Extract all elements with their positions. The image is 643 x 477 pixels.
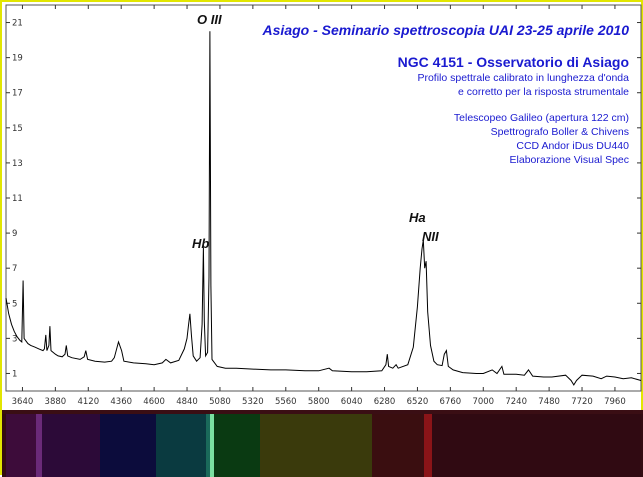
y-tick-label: 17 — [12, 89, 23, 99]
y-tick-label: 13 — [12, 159, 23, 169]
x-tick-label: 5080 — [209, 397, 231, 407]
y-tick-label: 15 — [12, 124, 23, 134]
x-tick-label: 7480 — [538, 397, 560, 407]
y-tick-label: 5 — [12, 299, 17, 309]
description-line: Profilo spettrale calibrato in lunghezza… — [417, 72, 629, 84]
x-tick-label: 3880 — [45, 397, 67, 407]
x-tick-label: 4360 — [110, 397, 132, 407]
description-line: e corretto per la risposta strumentale — [458, 86, 629, 98]
x-tick-label: 5800 — [308, 397, 330, 407]
spec-ccd: CCD Andor iDus DU440 — [516, 140, 629, 152]
x-tick-label: 3640 — [12, 397, 34, 407]
instrument-specs: Telescopeo Galileo (apertura 122 cm) Spe… — [454, 111, 629, 167]
x-tick-label: 7240 — [505, 397, 527, 407]
x-tick-label: 4120 — [77, 397, 99, 407]
y-tick-label: 19 — [12, 54, 23, 64]
x-tick-label: 4600 — [143, 397, 165, 407]
x-tick-label: 6280 — [374, 397, 396, 407]
x-tick-label: 6040 — [341, 397, 363, 407]
spec-telescope: Telescopeo Galileo (apertura 122 cm) — [453, 112, 629, 124]
spec-spectrograph: Spettrografo Boller & Chivens — [490, 126, 629, 138]
x-axis-ticks: 3640 3880 4120 4360 4600 4840 5080 5320 5560 5800… — [12, 5, 626, 407]
x-tick-label: 6520 — [407, 397, 429, 407]
spectrum-color-strip — [2, 410, 643, 477]
y-tick-label: 11 — [12, 194, 23, 204]
annotation-oiii: O III — [197, 12, 222, 27]
y-tick-label: 3 — [12, 334, 17, 344]
chart-title: Asiago - Seminario spettroscopia UAI 23-… — [262, 22, 629, 38]
spec-software: Elaborazione Visual Spec — [509, 154, 629, 166]
x-tick-label: 4840 — [176, 397, 198, 407]
annotation-ha: Ha — [409, 210, 426, 225]
y-tick-label: 9 — [12, 229, 17, 239]
y-tick-label: 21 — [12, 19, 23, 29]
y-tick-label: 7 — [12, 264, 17, 274]
description: Profilo spettrale calibrato in lunghezza… — [417, 71, 629, 99]
x-tick-label: 5320 — [242, 397, 264, 407]
x-tick-label: 6760 — [440, 397, 462, 407]
y-tick-label: 1 — [12, 369, 17, 379]
annotation-nii: NII — [422, 229, 439, 244]
spectrum-line — [5, 31, 642, 386]
x-tick-label: 7720 — [571, 397, 593, 407]
x-tick-label: 5560 — [275, 397, 297, 407]
color-strip-image — [2, 410, 643, 477]
x-tick-label: 7960 — [604, 397, 626, 407]
chart-subtitle: NGC 4151 - Osservatorio di Asiago — [397, 54, 629, 70]
x-tick-label: 7000 — [472, 397, 494, 407]
annotation-hb: Hb — [192, 236, 210, 251]
